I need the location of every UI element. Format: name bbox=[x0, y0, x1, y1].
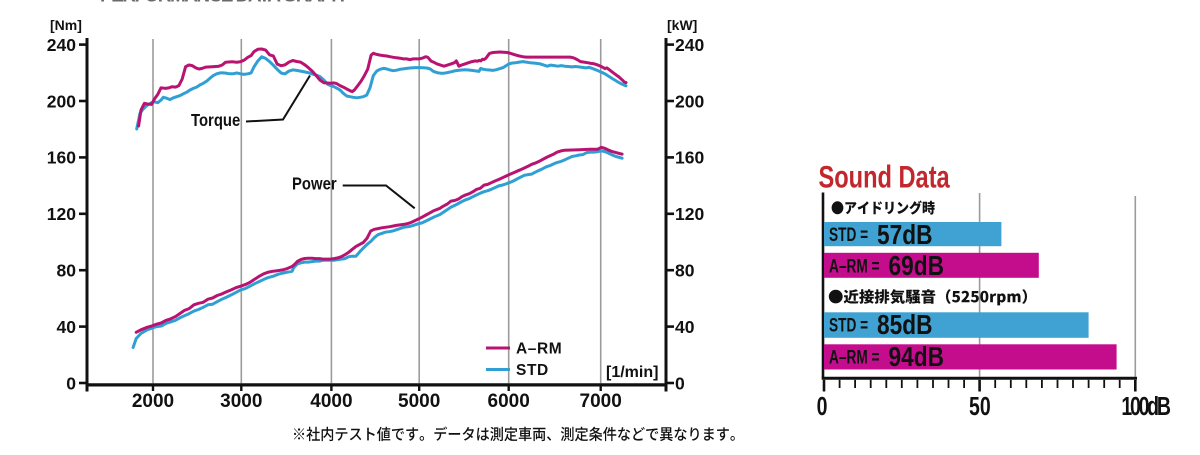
svg-text:A–RM: A–RM bbox=[516, 341, 562, 358]
svg-text:80: 80 bbox=[675, 261, 695, 281]
svg-text:6000: 6000 bbox=[488, 391, 530, 412]
svg-text:A–RM =: A–RM = bbox=[829, 255, 880, 277]
svg-text:Power: Power bbox=[292, 174, 337, 193]
svg-text:Torque: Torque bbox=[191, 111, 240, 130]
svg-text:57dB: 57dB bbox=[877, 220, 932, 251]
svg-text:0: 0 bbox=[817, 391, 828, 420]
svg-text:3000: 3000 bbox=[220, 391, 262, 412]
svg-text:Sound Data: Sound Data bbox=[819, 159, 951, 194]
svg-text:5000: 5000 bbox=[398, 391, 440, 412]
svg-text:2000: 2000 bbox=[132, 391, 174, 412]
svg-text:160: 160 bbox=[47, 148, 76, 168]
svg-text:80: 80 bbox=[57, 261, 77, 281]
svg-text:STD =: STD = bbox=[829, 224, 868, 246]
svg-text:0: 0 bbox=[675, 373, 685, 393]
svg-text:69dB: 69dB bbox=[889, 251, 944, 282]
svg-text:120: 120 bbox=[675, 204, 704, 224]
svg-text:94dB: 94dB bbox=[889, 342, 944, 373]
svg-text:240: 240 bbox=[675, 35, 704, 55]
svg-text:160: 160 bbox=[675, 148, 704, 168]
svg-text:PERFORMANCE DATA GRAPH: PERFORMANCE DATA GRAPH bbox=[100, 0, 345, 6]
svg-text:STD: STD bbox=[516, 362, 549, 379]
svg-text:[kW]: [kW] bbox=[667, 17, 697, 33]
svg-text:4000: 4000 bbox=[310, 391, 352, 412]
svg-text:100dB: 100dB bbox=[1121, 391, 1171, 420]
svg-text:A–RM =: A–RM = bbox=[829, 346, 880, 368]
svg-text:7000: 7000 bbox=[580, 391, 622, 412]
svg-text:[1/min]: [1/min] bbox=[606, 364, 658, 381]
svg-text:50: 50 bbox=[969, 391, 991, 420]
svg-text:120: 120 bbox=[47, 204, 76, 224]
svg-text:STD =: STD = bbox=[829, 314, 868, 336]
svg-text:40: 40 bbox=[57, 317, 77, 337]
svg-text:[Nm]: [Nm] bbox=[50, 17, 82, 33]
svg-text:85dB: 85dB bbox=[877, 310, 932, 341]
svg-text:200: 200 bbox=[675, 91, 704, 111]
svg-text:200: 200 bbox=[47, 91, 76, 111]
svg-text:0: 0 bbox=[66, 373, 76, 393]
svg-text:40: 40 bbox=[675, 317, 695, 337]
svg-text:240: 240 bbox=[47, 35, 76, 55]
